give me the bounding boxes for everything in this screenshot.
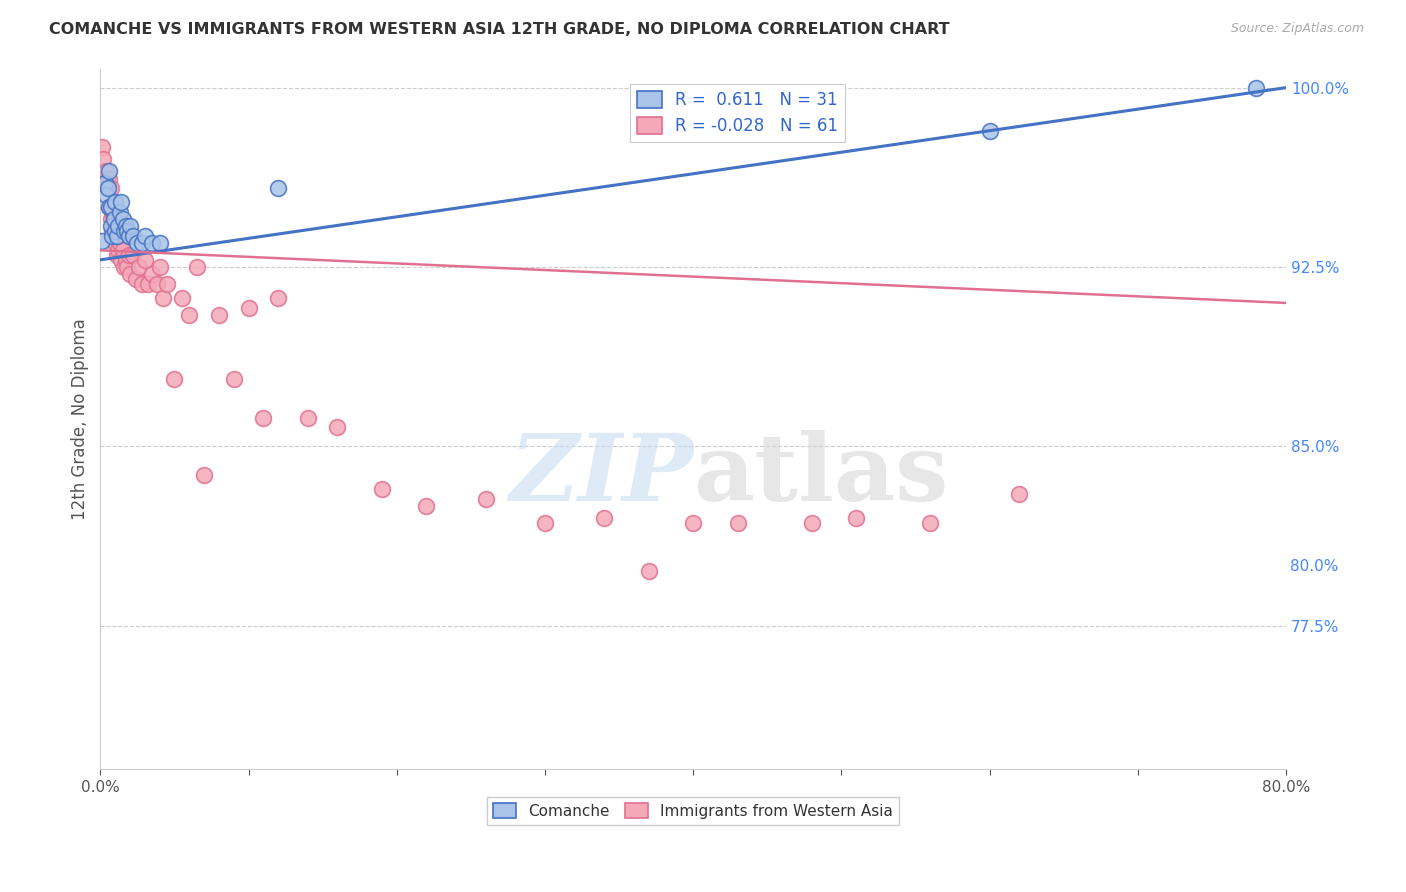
Point xyxy=(103,212,125,227)
Point xyxy=(727,516,749,530)
Point xyxy=(105,229,128,244)
Point xyxy=(97,181,120,195)
Point xyxy=(297,410,319,425)
Point xyxy=(90,140,112,154)
Point xyxy=(111,244,134,258)
Point xyxy=(100,212,122,227)
Point xyxy=(222,372,245,386)
Point xyxy=(101,229,124,244)
Point xyxy=(105,224,128,238)
Point xyxy=(131,277,153,291)
Point xyxy=(100,200,122,214)
Point xyxy=(637,564,659,578)
Point xyxy=(114,252,136,267)
Point xyxy=(179,308,201,322)
Point xyxy=(110,252,132,267)
Point xyxy=(103,212,125,227)
Point xyxy=(1246,80,1268,95)
Point xyxy=(111,212,134,227)
Point xyxy=(105,248,128,262)
Point xyxy=(103,229,125,244)
Point xyxy=(101,224,124,238)
Point xyxy=(98,200,121,214)
Point xyxy=(107,244,129,258)
Point xyxy=(98,200,121,214)
Point xyxy=(100,181,122,195)
Point xyxy=(125,272,148,286)
Point xyxy=(104,219,127,234)
Point xyxy=(91,153,114,167)
Point xyxy=(104,224,127,238)
Point xyxy=(186,260,208,274)
Point xyxy=(114,219,136,234)
Point xyxy=(117,229,139,244)
Point xyxy=(145,277,167,291)
Point xyxy=(534,516,557,530)
Point xyxy=(122,248,145,262)
Point xyxy=(122,229,145,244)
Point xyxy=(163,372,186,386)
Point xyxy=(800,516,823,530)
Point xyxy=(156,277,179,291)
Point xyxy=(474,491,496,506)
Point xyxy=(682,516,704,530)
Point xyxy=(193,468,215,483)
Point xyxy=(101,205,124,219)
Point xyxy=(979,124,1001,138)
Point xyxy=(415,500,437,514)
Point xyxy=(134,229,156,244)
Point xyxy=(118,219,141,234)
Point xyxy=(267,181,290,195)
Point xyxy=(238,301,260,315)
Point xyxy=(90,234,112,248)
Point xyxy=(371,483,394,497)
Point xyxy=(128,260,150,274)
Point xyxy=(112,224,135,238)
Legend: Comanche, Immigrants from Western Asia: Comanche, Immigrants from Western Asia xyxy=(486,797,900,825)
Point xyxy=(267,291,290,305)
Point xyxy=(108,205,131,219)
Point xyxy=(326,420,349,434)
Point xyxy=(115,224,138,238)
Point xyxy=(131,236,153,251)
Text: Source: ZipAtlas.com: Source: ZipAtlas.com xyxy=(1230,22,1364,36)
Point xyxy=(845,511,868,525)
Text: 80.0%: 80.0% xyxy=(1291,558,1339,574)
Point xyxy=(118,267,141,281)
Point xyxy=(149,260,172,274)
Text: COMANCHE VS IMMIGRANTS FROM WESTERN ASIA 12TH GRADE, NO DIPLOMA CORRELATION CHAR: COMANCHE VS IMMIGRANTS FROM WESTERN ASIA… xyxy=(49,22,950,37)
Point xyxy=(98,171,121,186)
Point xyxy=(98,164,121,178)
Point xyxy=(141,267,163,281)
Point xyxy=(152,291,174,305)
Point xyxy=(141,236,163,251)
Point xyxy=(94,177,117,191)
Point xyxy=(94,171,117,186)
Point xyxy=(136,277,159,291)
Point xyxy=(96,164,118,178)
Point xyxy=(97,177,120,191)
Point xyxy=(208,308,231,322)
Point xyxy=(252,410,274,425)
Point xyxy=(149,236,172,251)
Point xyxy=(96,188,118,202)
Y-axis label: 12th Grade, No Diploma: 12th Grade, No Diploma xyxy=(72,318,89,520)
Point xyxy=(108,236,131,251)
Point xyxy=(112,260,135,274)
Point xyxy=(110,195,132,210)
Point xyxy=(593,511,616,525)
Point xyxy=(170,291,193,305)
Point xyxy=(115,260,138,274)
Point xyxy=(920,516,942,530)
Point xyxy=(134,252,156,267)
Point xyxy=(104,195,127,210)
Text: ZIP: ZIP xyxy=(509,430,693,520)
Point xyxy=(107,219,129,234)
Point xyxy=(1008,487,1031,501)
Point xyxy=(100,219,122,234)
Point xyxy=(117,248,139,262)
Point xyxy=(127,236,149,251)
Text: atlas: atlas xyxy=(693,430,949,520)
Point xyxy=(104,236,127,251)
